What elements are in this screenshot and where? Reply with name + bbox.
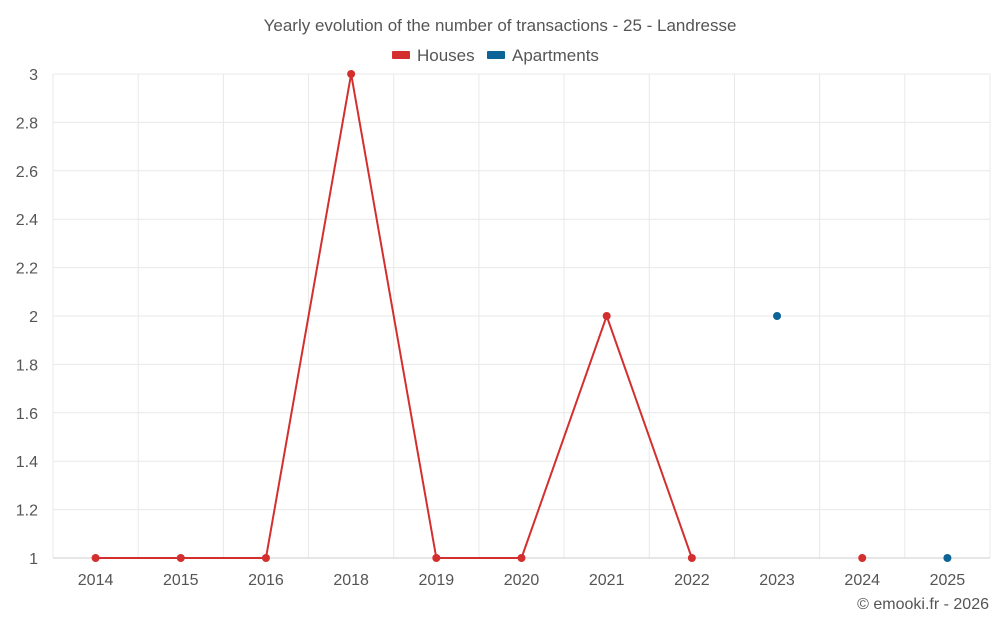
x-tick-label: 2024	[844, 572, 880, 589]
legend-swatch-apartments	[487, 51, 505, 59]
y-tick-label: 1.8	[16, 357, 38, 374]
y-tick-label: 1.6	[16, 406, 38, 423]
x-tick-label: 2021	[589, 572, 625, 589]
legend-item-apartments[interactable]: Apartments	[487, 46, 599, 65]
y-tick-label: 2.6	[16, 164, 38, 181]
data-point-houses-2018[interactable]	[347, 70, 356, 78]
series-apartments	[773, 312, 952, 562]
x-tick-label: 2023	[759, 572, 795, 589]
data-point-houses-2022[interactable]	[687, 554, 696, 562]
legend-label-houses: Houses	[417, 46, 475, 65]
data-point-houses-2016[interactable]	[261, 554, 270, 562]
x-tick-label: 2015	[163, 572, 199, 589]
data-point-houses-2024[interactable]	[858, 554, 867, 562]
x-axis-ticks: 2014 2015 2016 2018 2019 2020 2021 2022 2023 2024…	[78, 572, 966, 589]
legend: Houses Apartments	[392, 46, 599, 65]
data-point-houses-2015[interactable]	[176, 554, 185, 562]
y-tick-label: 2.4	[16, 212, 38, 229]
y-tick-label: 3	[29, 67, 38, 84]
y-tick-label: 2.2	[16, 261, 38, 278]
data-point-apartments-2025[interactable]	[943, 554, 952, 562]
x-tick-label: 2022	[674, 572, 710, 589]
data-point-apartments-2023[interactable]	[773, 312, 782, 320]
series-houses	[91, 70, 867, 562]
credit-text: © emooki.fr - 2026	[857, 596, 989, 613]
x-tick-label: 2025	[930, 572, 966, 589]
legend-swatch-houses	[392, 51, 410, 59]
chart-title: Yearly evolution of the number of transa…	[264, 16, 737, 35]
y-tick-label: 1.2	[16, 503, 38, 520]
y-tick-label: 2.8	[16, 115, 38, 132]
x-tick-label: 2020	[504, 572, 540, 589]
series-layer	[91, 70, 952, 562]
x-tick-label: 2019	[419, 572, 455, 589]
y-tick-label: 1	[29, 551, 38, 568]
legend-item-houses[interactable]: Houses	[392, 46, 475, 65]
y-axis-ticks: 1 1.2 1.4 1.6 1.8 2 2.2 2.4 2.6 2.8 3	[16, 67, 38, 568]
data-point-houses-2021[interactable]	[602, 312, 611, 320]
legend-label-apartments: Apartments	[512, 46, 599, 65]
y-tick-label: 1.4	[16, 454, 38, 471]
x-tick-label: 2016	[248, 572, 284, 589]
series-line-houses	[95, 73, 693, 559]
x-tick-label: 2014	[78, 572, 114, 589]
data-point-houses-2020[interactable]	[517, 554, 526, 562]
grid	[52, 73, 991, 558]
x-tick-label: 2018	[333, 572, 369, 589]
y-tick-label: 2	[29, 309, 38, 326]
data-point-houses-2019[interactable]	[432, 554, 441, 562]
data-point-houses-2014[interactable]	[91, 554, 100, 562]
